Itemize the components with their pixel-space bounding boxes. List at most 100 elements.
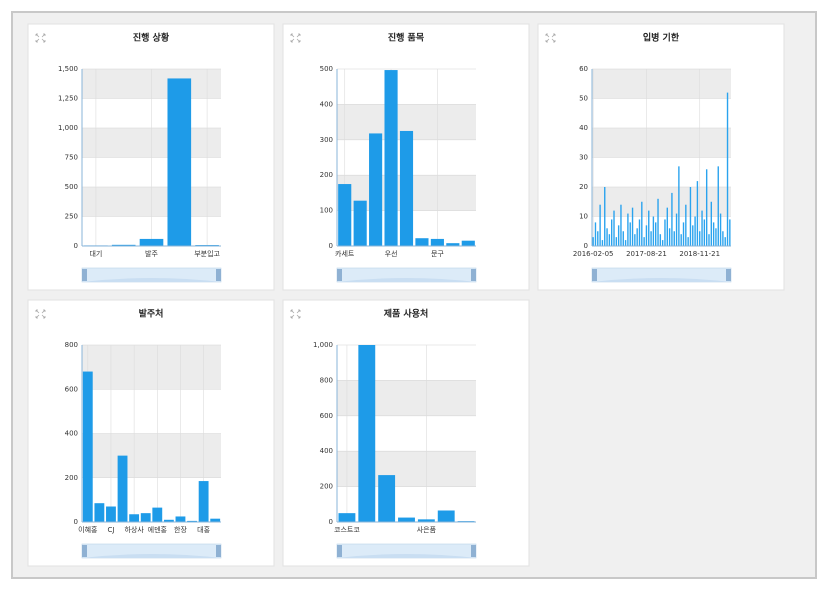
bar <box>717 166 719 246</box>
x-tick-label: 대홍 <box>197 525 210 534</box>
bar <box>610 219 613 246</box>
bar <box>599 204 601 246</box>
navigator-handle[interactable] <box>726 269 731 281</box>
expand-icon <box>290 309 301 319</box>
bar <box>648 210 650 246</box>
y-tick-label: 0 <box>584 242 588 250</box>
bar <box>712 222 715 246</box>
bar <box>680 234 682 246</box>
y-tick-label: 30 <box>579 154 588 162</box>
bar <box>652 216 655 246</box>
bar <box>696 181 699 246</box>
bar <box>415 238 429 246</box>
bar <box>94 503 105 522</box>
x-tick-label: 2016-02-05 <box>573 250 614 258</box>
bar <box>82 371 93 522</box>
x-tick-label: 우선 <box>385 249 398 258</box>
bar <box>692 225 694 246</box>
bar <box>117 455 128 522</box>
y-tick-label: 1,500 <box>58 65 78 73</box>
bar <box>446 243 460 246</box>
plot-band <box>592 128 731 158</box>
bar <box>594 222 597 246</box>
navigator-series <box>337 554 476 558</box>
y-tick-label: 300 <box>320 136 333 144</box>
expand-icon <box>290 33 301 43</box>
x-tick-label: 발주 <box>145 249 158 258</box>
navigator-handle[interactable] <box>337 269 342 281</box>
bar <box>661 240 664 246</box>
x-tick-label: 2017-08-21 <box>626 250 667 258</box>
bar <box>187 520 197 522</box>
bar <box>608 234 611 246</box>
bar <box>645 225 648 246</box>
y-tick-label: 400 <box>320 447 333 455</box>
bar <box>729 219 731 246</box>
bar <box>111 244 136 246</box>
bar <box>629 222 631 246</box>
navigator-handle[interactable] <box>592 269 597 281</box>
navigator-handle[interactable] <box>471 545 476 557</box>
bar <box>417 519 435 522</box>
y-tick-label: 600 <box>320 412 333 420</box>
expand-icon <box>35 309 46 319</box>
navigator-handle[interactable] <box>337 545 342 557</box>
panel <box>282 299 530 567</box>
expand-icon <box>545 33 556 43</box>
bar <box>624 240 627 246</box>
bar <box>631 207 634 246</box>
bar <box>657 198 659 246</box>
x-tick-label: 카세트 <box>335 249 355 258</box>
bar <box>678 166 680 246</box>
y-tick-label: 10 <box>579 213 588 221</box>
bar <box>369 133 383 246</box>
bar <box>641 201 643 246</box>
bar <box>139 238 164 246</box>
x-tick-label: 에덴홍 <box>148 525 168 534</box>
bar <box>724 237 726 246</box>
navigator-series <box>592 278 731 282</box>
bar <box>210 518 221 522</box>
x-tick-label: 문구 <box>431 250 444 258</box>
y-tick-label: 50 <box>579 95 588 103</box>
navigator-series <box>82 278 221 282</box>
bar <box>671 192 673 246</box>
bar <box>634 234 636 246</box>
bar <box>638 219 641 246</box>
bar <box>129 514 140 522</box>
bar <box>617 225 620 246</box>
chart-title: 발주처 <box>139 308 164 320</box>
bar <box>398 517 415 522</box>
chart-title: 진행 상황 <box>133 32 170 44</box>
bar <box>152 507 163 522</box>
navigator-handle[interactable] <box>216 545 221 557</box>
chart-title: 입병 기한 <box>643 32 680 44</box>
plot-band <box>82 433 221 478</box>
bar <box>175 516 186 522</box>
bar <box>699 231 701 246</box>
bar <box>601 240 604 246</box>
y-tick-label: 100 <box>320 207 333 215</box>
bar <box>685 204 687 246</box>
bar <box>338 184 352 246</box>
bar <box>620 204 622 246</box>
navigator-handle[interactable] <box>82 545 87 557</box>
bar <box>705 169 708 246</box>
bar <box>606 228 608 246</box>
bar <box>710 201 713 246</box>
y-tick-label: 0 <box>74 518 78 526</box>
bar <box>615 237 618 246</box>
bar <box>163 519 174 522</box>
navigator-handle[interactable] <box>82 269 87 281</box>
navigator-handle[interactable] <box>471 269 476 281</box>
y-tick-label: 600 <box>65 385 78 393</box>
bar <box>715 228 717 246</box>
navigator-handle[interactable] <box>216 269 221 281</box>
y-tick-label: 800 <box>65 341 78 349</box>
bar <box>384 70 398 246</box>
y-tick-label: 500 <box>320 65 333 73</box>
y-tick-label: 200 <box>320 483 333 491</box>
y-tick-label: 1,250 <box>58 95 78 103</box>
y-tick-label: 0 <box>329 242 333 250</box>
bar <box>338 513 356 522</box>
